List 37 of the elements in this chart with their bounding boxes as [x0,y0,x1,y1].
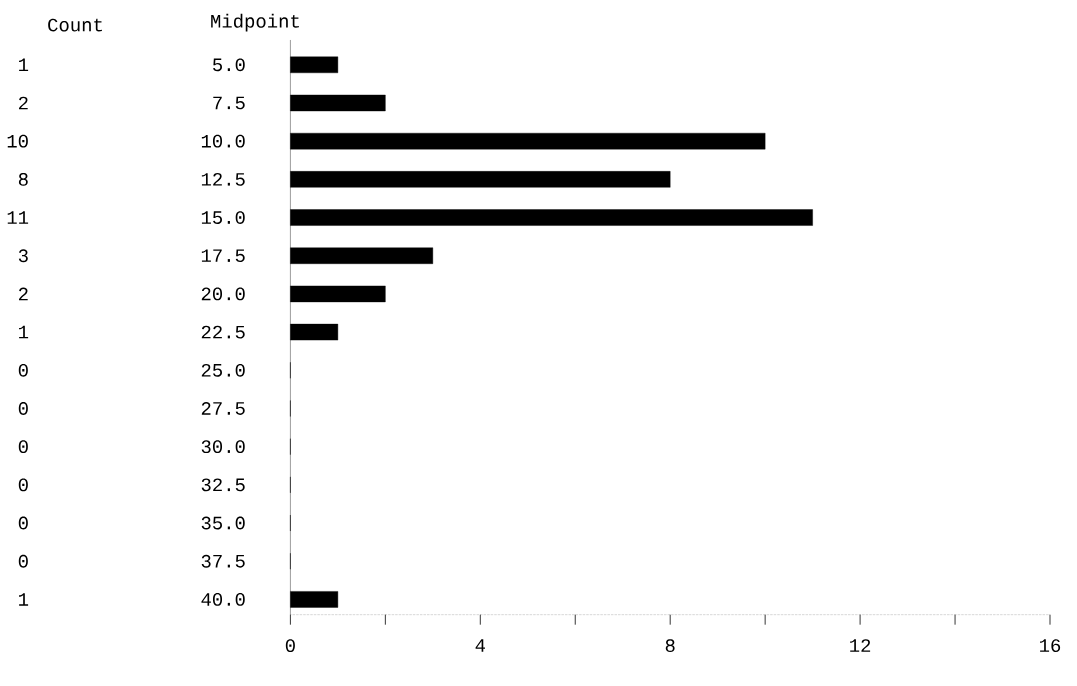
text: Count [48,18,102,32]
y-tick-label: 5.0 [213,58,245,72]
y-tick-label: 25.0 [201,364,245,377]
data-label: 1 [19,58,29,72]
data-label: 8 [18,173,28,186]
y-tick-label: 12.5 [201,173,245,186]
data-label: 11 [7,211,29,224]
x-tick-label: 12 [850,639,871,653]
data-label: 0 [18,554,28,568]
x-tick-label: 8 [665,639,675,653]
y-tick-label: 32.5 [201,478,245,492]
y-tick-label: 7.5 [213,96,245,110]
y-tick-label: 40.0 [201,593,245,606]
y-tick-label: 20.0 [201,287,245,301]
y-tick-label: 27.5 [201,402,245,416]
data-label: 10 [7,134,28,148]
data-label: 2 [19,96,28,110]
y-tick-label: 37.5 [201,554,245,568]
y-tick-label: 22.5 [201,325,245,339]
data-label: 3 [18,249,28,263]
y-tick-label: 15.0 [201,211,245,225]
data-label: 1 [19,326,29,339]
x-tick-label: 16 [1040,639,1061,653]
data-label: 1 [19,593,29,606]
y-tick-label: 35.0 [201,516,245,530]
y-tick-label: 30.0 [201,440,245,454]
data-label: 2 [19,287,28,301]
y-tick-label: 10.0 [201,134,245,148]
x-tick-label: 4 [475,639,486,652]
data-label: 0 [18,402,28,416]
data-label: 0 [18,516,28,530]
y-axis-title: Midpoint [211,14,299,32]
y-tick-label: 17.5 [201,249,245,263]
x-tick-label: 0 [285,639,295,653]
data-label: 0 [18,478,28,492]
data-label: 0 [18,440,28,454]
data-label: 0 [18,364,28,377]
